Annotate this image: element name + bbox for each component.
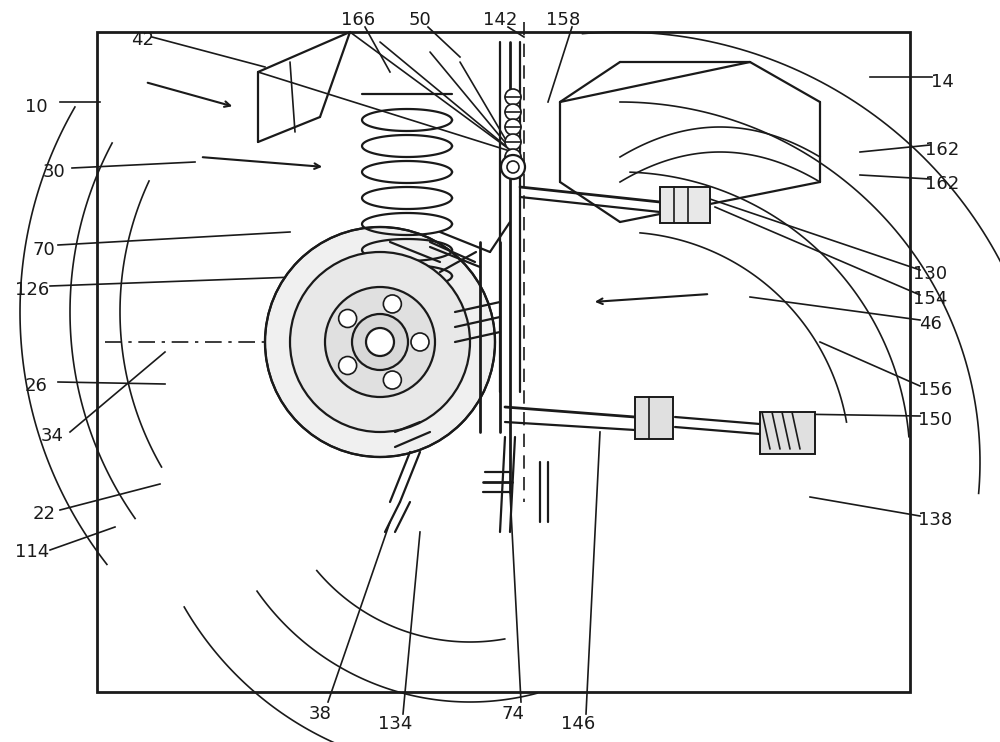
Circle shape bbox=[505, 89, 521, 105]
Text: 134: 134 bbox=[378, 715, 412, 733]
Bar bbox=[660, 187, 710, 223]
Text: 138: 138 bbox=[918, 511, 952, 529]
Circle shape bbox=[505, 134, 521, 150]
Text: 46: 46 bbox=[919, 315, 941, 333]
Text: 130: 130 bbox=[913, 265, 947, 283]
Circle shape bbox=[265, 227, 495, 457]
Text: 30: 30 bbox=[43, 163, 65, 181]
Text: 162: 162 bbox=[925, 141, 959, 159]
Circle shape bbox=[383, 371, 401, 389]
Text: 154: 154 bbox=[913, 290, 947, 308]
Circle shape bbox=[383, 295, 401, 313]
Text: 166: 166 bbox=[341, 11, 375, 29]
Circle shape bbox=[366, 328, 394, 356]
Text: 10: 10 bbox=[25, 98, 47, 116]
Circle shape bbox=[339, 309, 357, 327]
Text: 162: 162 bbox=[925, 175, 959, 193]
Circle shape bbox=[325, 287, 435, 397]
Text: 74: 74 bbox=[502, 705, 524, 723]
Text: 114: 114 bbox=[15, 543, 49, 561]
Circle shape bbox=[501, 155, 525, 179]
Text: 34: 34 bbox=[40, 427, 64, 445]
Circle shape bbox=[505, 119, 521, 135]
Text: 70: 70 bbox=[33, 241, 55, 259]
Text: 42: 42 bbox=[132, 31, 154, 49]
Text: 158: 158 bbox=[546, 11, 580, 29]
Circle shape bbox=[507, 161, 519, 173]
Text: 150: 150 bbox=[918, 411, 952, 429]
Circle shape bbox=[505, 149, 521, 165]
Text: 14: 14 bbox=[931, 73, 953, 91]
Bar bbox=[760, 412, 815, 454]
Text: 126: 126 bbox=[15, 281, 49, 299]
Text: 156: 156 bbox=[918, 381, 952, 399]
Circle shape bbox=[339, 356, 357, 375]
Text: 50: 50 bbox=[409, 11, 431, 29]
Circle shape bbox=[352, 314, 408, 370]
Circle shape bbox=[411, 333, 429, 351]
Bar bbox=[97, 32, 910, 692]
Circle shape bbox=[505, 104, 521, 120]
Bar bbox=[635, 397, 673, 439]
Text: 38: 38 bbox=[309, 705, 331, 723]
Circle shape bbox=[290, 252, 470, 432]
Text: 146: 146 bbox=[561, 715, 595, 733]
Text: 22: 22 bbox=[32, 505, 56, 523]
Text: 142: 142 bbox=[483, 11, 517, 29]
Text: 26: 26 bbox=[25, 377, 47, 395]
